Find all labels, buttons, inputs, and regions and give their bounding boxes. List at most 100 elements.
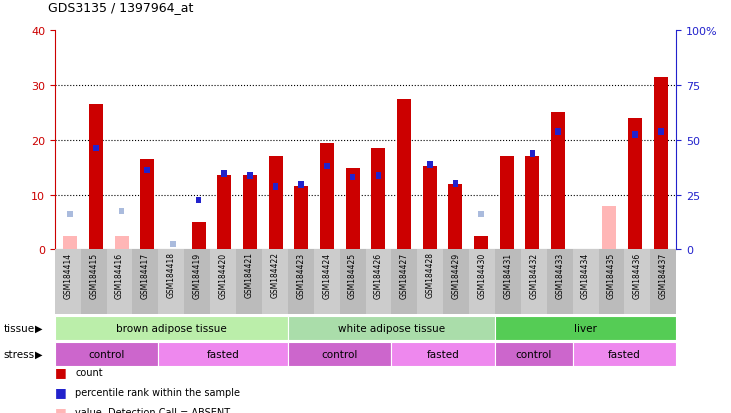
Bar xyxy=(495,250,520,314)
Bar xyxy=(500,157,514,250)
Text: GSM184420: GSM184420 xyxy=(219,252,227,298)
Bar xyxy=(115,236,129,250)
Bar xyxy=(602,206,616,250)
Text: GSM184423: GSM184423 xyxy=(296,252,306,298)
Bar xyxy=(521,250,547,314)
Bar xyxy=(107,250,132,314)
Bar xyxy=(217,176,231,250)
Bar xyxy=(397,100,411,250)
Bar xyxy=(651,250,676,314)
Bar xyxy=(376,173,381,179)
Bar xyxy=(295,187,308,250)
Bar xyxy=(526,157,539,250)
Text: GSM184424: GSM184424 xyxy=(322,252,331,298)
Text: GSM184416: GSM184416 xyxy=(115,252,124,298)
Bar xyxy=(159,342,288,366)
Text: GSM184432: GSM184432 xyxy=(529,252,538,298)
Text: GSM184417: GSM184417 xyxy=(141,252,150,298)
Bar xyxy=(474,236,488,250)
Bar xyxy=(314,250,340,314)
Bar xyxy=(288,316,495,340)
Text: GSM184415: GSM184415 xyxy=(89,252,98,298)
Bar xyxy=(423,167,436,250)
Bar xyxy=(371,149,385,250)
Bar xyxy=(159,250,184,314)
Bar xyxy=(529,151,535,157)
Bar xyxy=(268,157,283,250)
Text: GDS3135 / 1397964_at: GDS3135 / 1397964_at xyxy=(48,2,193,14)
Bar xyxy=(288,250,314,314)
Bar xyxy=(273,184,279,190)
Bar xyxy=(89,105,103,250)
Bar xyxy=(624,250,651,314)
Bar xyxy=(320,143,334,250)
Bar xyxy=(427,162,433,169)
Bar xyxy=(658,129,664,135)
Text: control: control xyxy=(322,349,357,359)
Text: GSM184427: GSM184427 xyxy=(400,252,409,298)
Text: GSM184419: GSM184419 xyxy=(193,252,202,298)
Text: GSM184437: GSM184437 xyxy=(659,252,667,298)
Text: GSM184422: GSM184422 xyxy=(270,252,279,298)
Bar xyxy=(366,250,391,314)
Bar xyxy=(599,250,624,314)
Text: ■: ■ xyxy=(55,405,67,413)
Text: ■: ■ xyxy=(55,385,67,399)
Bar xyxy=(469,250,495,314)
Text: GSM184429: GSM184429 xyxy=(452,252,461,298)
Text: control: control xyxy=(88,349,125,359)
Bar xyxy=(628,119,642,250)
Bar xyxy=(551,113,565,250)
Bar xyxy=(247,173,253,179)
Bar xyxy=(478,211,484,218)
Bar xyxy=(132,250,159,314)
Text: ▶: ▶ xyxy=(35,349,42,359)
Text: GSM184428: GSM184428 xyxy=(425,252,435,298)
Bar xyxy=(93,145,99,152)
Bar xyxy=(391,342,495,366)
Bar xyxy=(452,181,458,188)
Text: GSM184418: GSM184418 xyxy=(167,252,176,298)
Bar xyxy=(145,167,150,174)
Text: fasted: fasted xyxy=(608,349,641,359)
Text: fasted: fasted xyxy=(207,349,240,359)
Bar xyxy=(391,250,417,314)
Bar xyxy=(448,184,463,250)
Text: GSM184430: GSM184430 xyxy=(477,252,487,298)
Bar xyxy=(55,316,288,340)
Text: control: control xyxy=(515,349,552,359)
Bar xyxy=(262,250,288,314)
Bar xyxy=(140,159,154,250)
Text: stress: stress xyxy=(4,349,35,359)
Bar xyxy=(495,316,676,340)
Bar xyxy=(55,342,159,366)
Bar xyxy=(547,250,572,314)
Bar xyxy=(118,208,124,215)
Text: liver: liver xyxy=(574,323,597,333)
Text: GSM184426: GSM184426 xyxy=(374,252,383,298)
Text: GSM184431: GSM184431 xyxy=(504,252,512,298)
Text: fasted: fasted xyxy=(427,349,460,359)
Bar xyxy=(572,342,676,366)
Bar xyxy=(632,132,638,138)
Bar xyxy=(80,250,107,314)
Bar xyxy=(417,250,443,314)
Bar xyxy=(443,250,469,314)
Bar xyxy=(243,176,257,250)
Bar xyxy=(346,169,360,250)
Bar xyxy=(556,129,561,135)
Text: GSM184433: GSM184433 xyxy=(555,252,564,298)
Bar xyxy=(67,211,73,218)
Bar xyxy=(236,250,262,314)
Bar xyxy=(350,174,355,181)
Bar xyxy=(196,197,202,204)
Text: percentile rank within the sample: percentile rank within the sample xyxy=(75,387,240,397)
Bar xyxy=(654,78,668,250)
Text: ■: ■ xyxy=(55,366,67,379)
Bar xyxy=(63,236,77,250)
Bar xyxy=(572,250,599,314)
Bar xyxy=(298,182,304,189)
Bar xyxy=(184,250,211,314)
Text: tissue: tissue xyxy=(4,323,35,333)
Text: white adipose tissue: white adipose tissue xyxy=(338,323,445,333)
